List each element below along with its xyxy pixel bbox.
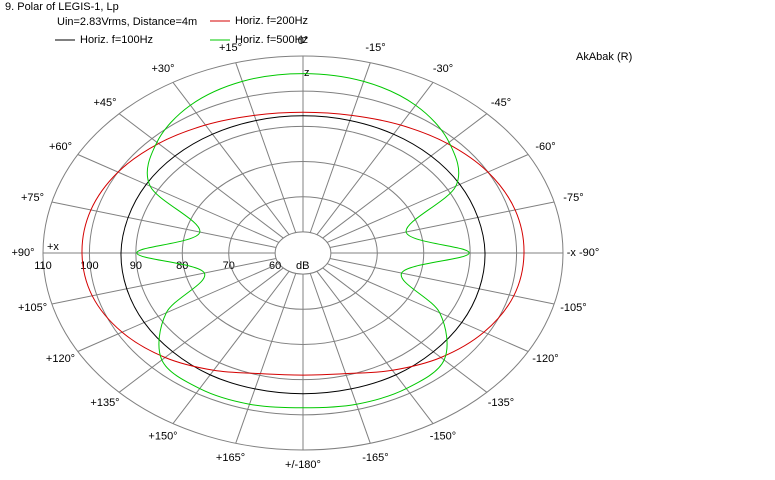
spoke [329,257,555,305]
spoke [316,270,434,424]
angle-tick-label: -150° [430,431,456,443]
series-line [136,73,470,409]
angle-tick-label: +90° [11,247,34,259]
axis-label-top: z [304,67,310,79]
spoke [235,273,297,444]
spoke [329,201,555,249]
spoke [172,270,290,424]
angle-tick-label: -30° [433,63,453,75]
spoke [51,201,277,249]
angle-tick-label: -45° [491,97,511,109]
spoke [322,267,488,393]
spoke [316,82,434,236]
angle-tick-label: -120° [532,353,558,365]
spoke [77,263,280,352]
legend: Horiz. f=100Hz Horiz. f=200Hz Horiz. f=500… [55,15,308,46]
spoke [322,113,488,239]
angle-tick-label: -165° [362,452,388,464]
angle-tick-label: +60° [49,141,72,153]
angle-tick-label: +45° [93,97,116,109]
angle-tick-label: +165° [216,452,245,464]
curves [81,73,525,409]
spoke [326,263,529,352]
angle-tick-label: +150° [148,431,177,443]
series-line [120,115,486,395]
angle-tick-label: +135° [90,397,119,409]
unit-label: dB [296,260,309,272]
r-tick-label: 60 [269,260,281,272]
spoke [326,154,529,243]
spoke [309,273,371,444]
spoke [118,113,284,239]
angle-tick-label: -15° [365,42,385,54]
annotation: AkAbak (R) [576,51,632,63]
r-tick-label: 110 [34,260,52,272]
angle-tick-label: -135° [488,397,514,409]
legend-label: Horiz. f=200Hz [235,15,308,27]
subtitle: Uin=2.83Vrms, Distance=4m [57,16,197,28]
angle-tick-label: -105° [560,302,586,314]
axis-label-left: +x [47,241,59,253]
series-line [81,111,525,376]
spoke [172,82,290,236]
spoke [235,62,297,233]
spoke [51,257,277,305]
angle-tick-label: +30° [151,63,174,75]
legend-label: Horiz. f=500Hz [235,34,308,46]
angle-tick-label: +75° [21,192,44,204]
r-tick-label: 90 [130,260,142,272]
angle-tick-label: 0° [298,35,309,47]
spoke [77,154,280,243]
r-tick-label: 100 [80,260,98,272]
angle-tick-label: +105° [18,302,47,314]
angle-tick-label: -60° [535,141,555,153]
r-tick-label: 80 [176,260,188,272]
angle-tick-label: -75° [563,192,583,204]
angle-tick-label: +15° [219,42,242,54]
angle-tick-label: +120° [46,353,75,365]
spoke [118,267,284,393]
angle-tick-label: -x -90° [567,247,600,259]
spoke [309,62,371,233]
chart-title: 9. Polar of LEGIS-1, Lp [5,1,119,13]
grid: 110 100 90 80 70 60 0° -15° -30° -45° -60° -75° -x -… [11,35,599,471]
angle-tick-label: +/-180° [285,459,321,471]
legend-label: Horiz. f=100Hz [80,34,153,46]
r-tick-label: 70 [223,260,235,272]
